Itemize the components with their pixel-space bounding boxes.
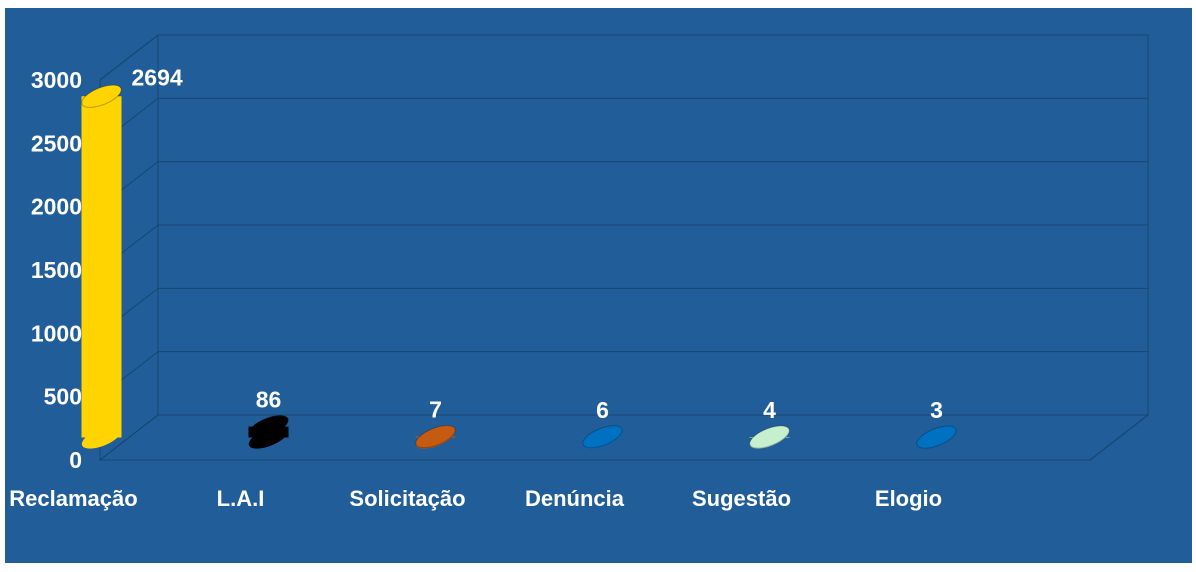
bar-body [82,96,122,437]
y-tick-label: 500 [44,384,82,410]
y-tick-label: 1000 [31,320,82,346]
value-label: 2694 [132,64,183,90]
bar [79,81,124,454]
y-tick-label: 2500 [31,130,82,156]
y-tick-label: 1500 [31,257,82,283]
value-label: 86 [256,387,282,413]
value-label: 4 [763,397,776,423]
x-tick-label: Reclamação [9,486,137,511]
x-tick-label: Sugestão [692,486,791,511]
y-tick-label: 0 [69,447,82,473]
x-tick-label: Elogio [875,486,942,511]
value-label: 6 [596,397,609,423]
x-tick-label: Denúncia [525,486,625,511]
x-tick-label: L.A.I [217,486,265,511]
x-tick-label: Solicitação [349,486,465,511]
y-tick-label: 3000 [31,67,82,93]
y-tick-label: 2000 [31,194,82,220]
panel [5,8,1192,563]
value-label: 7 [429,397,442,423]
value-label: 3 [930,397,943,423]
